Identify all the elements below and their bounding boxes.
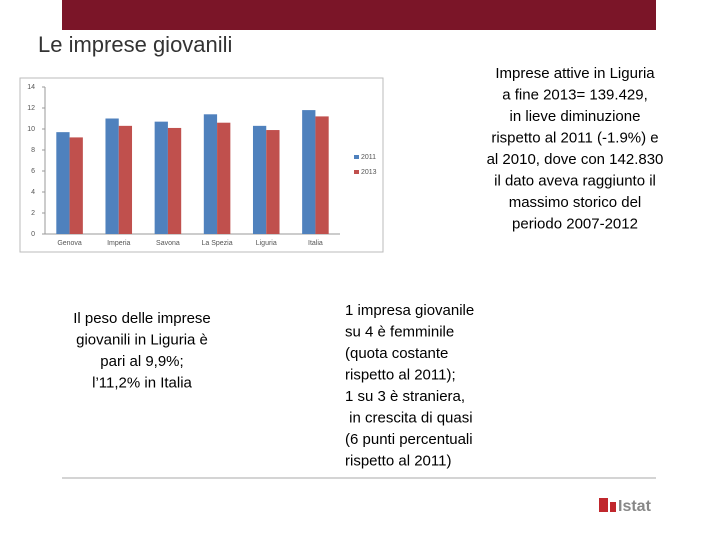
logo-mark [599, 498, 608, 512]
bar [118, 125, 133, 234]
y-tick-label: 12 [27, 105, 35, 112]
text-line: rispetto al 2011) [345, 452, 451, 469]
header-bar [62, 0, 656, 30]
bar [167, 127, 182, 234]
y-tick-label: 6 [31, 168, 35, 175]
x-tick-label: Savona [156, 240, 180, 247]
slide-title: Le imprese giovanili [38, 32, 232, 57]
y-tick-label: 4 [31, 189, 35, 196]
text-line: il dato aveva raggiunto il [494, 172, 656, 189]
bar [266, 130, 280, 234]
text-line: su 4 è femminile [345, 323, 454, 340]
x-tick-label: Imperia [107, 240, 130, 247]
text-line: (quota costante [345, 345, 448, 362]
text-line: a fine 2013= 139.429, [502, 86, 648, 103]
text-line: l’11,2% in Italia [92, 374, 192, 391]
x-tick-label: Liguria [256, 240, 277, 247]
bar [69, 137, 83, 234]
bar [217, 122, 231, 234]
bar [105, 118, 119, 234]
text-line: 1 impresa giovanile [345, 302, 474, 319]
bar [56, 132, 70, 234]
text-line: massimo storico del [509, 194, 642, 211]
legend-label: 2013 [361, 169, 377, 176]
logo-mark [610, 502, 616, 512]
x-tick-label: Italia [308, 240, 323, 247]
y-tick-label: 8 [31, 147, 35, 154]
text-line: rispetto al 2011 (-1.9%) e [491, 129, 658, 146]
bar [302, 110, 316, 234]
bar [203, 114, 218, 234]
text-line: in crescita di quasi [345, 409, 473, 426]
bar [252, 125, 267, 234]
legend-swatch [354, 170, 359, 174]
text-line: Il peso delle imprese [73, 310, 211, 327]
text-line: (6 punti percentuali [345, 431, 473, 448]
legend-label: 2011 [361, 154, 376, 161]
bar [315, 116, 329, 234]
text-line: in lieve diminuzione [510, 108, 641, 125]
text-line: Imprese attive in Liguria [495, 65, 655, 82]
text-line: al 2010, dove con 142.830 [487, 151, 664, 168]
logo-text: Istat [618, 498, 652, 515]
text-line: rispetto al 2011); [345, 366, 456, 383]
legend-swatch [354, 155, 359, 159]
y-tick-label: 0 [31, 231, 35, 238]
x-tick-label: La Spezia [202, 240, 233, 247]
text-line: giovanili in Liguria è [76, 331, 208, 348]
x-tick-label: Genova [57, 240, 82, 247]
y-tick-label: 14 [27, 84, 35, 91]
bar [154, 121, 168, 234]
text-line: pari al 9,9%; [100, 353, 183, 370]
y-tick-label: 2 [31, 210, 35, 217]
text-line: periodo 2007-2012 [512, 215, 638, 232]
text-line: 1 su 3 è straniera, [345, 388, 465, 405]
y-tick-label: 10 [27, 126, 35, 133]
